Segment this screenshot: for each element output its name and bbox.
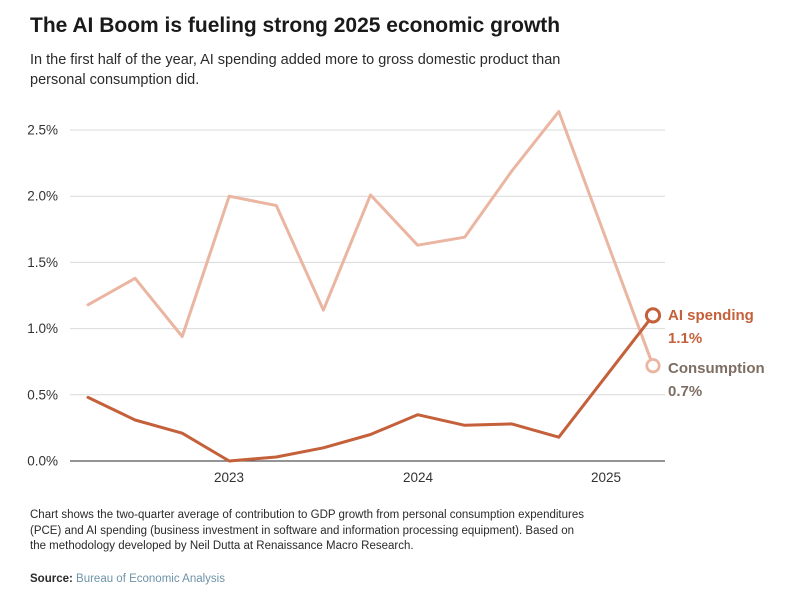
svg-text:1.1%: 1.1% [668,330,702,347]
svg-text:2024: 2024 [403,470,434,485]
svg-text:2023: 2023 [214,470,244,485]
svg-text:AI spending: AI spending [668,307,754,324]
svg-text:2025: 2025 [591,470,621,485]
svg-text:1.0%: 1.0% [27,321,58,336]
svg-text:Consumption: Consumption [668,360,765,377]
svg-text:2.0%: 2.0% [27,189,58,204]
svg-text:0.0%: 0.0% [27,454,58,469]
svg-text:2.5%: 2.5% [27,123,58,138]
svg-text:0.7%: 0.7% [668,383,702,400]
svg-text:1.5%: 1.5% [27,255,58,270]
svg-text:0.5%: 0.5% [27,387,58,402]
